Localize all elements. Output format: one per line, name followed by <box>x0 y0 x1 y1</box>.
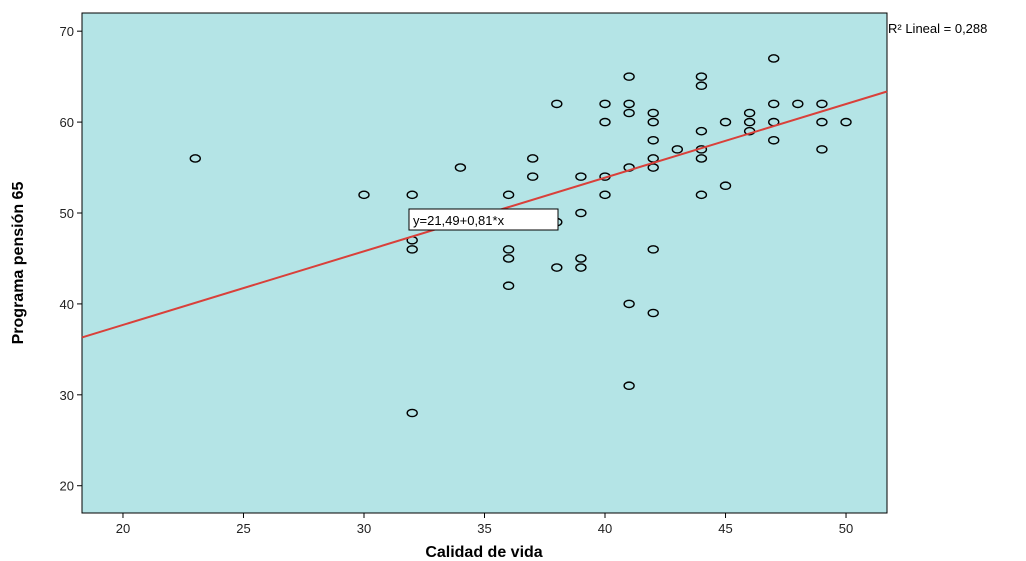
data-point <box>406 190 418 200</box>
data-point <box>502 245 515 254</box>
data-point <box>599 99 611 109</box>
x-tick-label: 25 <box>236 521 250 536</box>
data-point <box>623 99 635 109</box>
data-point <box>695 81 708 91</box>
data-point <box>454 163 467 172</box>
data-point <box>623 381 635 391</box>
data-point <box>816 145 828 154</box>
data-point <box>527 154 539 163</box>
data-point <box>406 245 418 254</box>
data-point <box>840 117 852 127</box>
x-tick-label: 40 <box>598 521 612 536</box>
data-point <box>358 190 370 200</box>
data-point <box>695 126 708 136</box>
data-point <box>768 99 780 109</box>
data-point <box>502 254 515 263</box>
r2-label: R² Lineal = 0,288 <box>888 21 987 36</box>
data-point <box>695 72 708 81</box>
data-point <box>406 408 418 418</box>
data-point <box>623 108 635 118</box>
data-point <box>575 208 587 218</box>
data-point <box>623 299 635 309</box>
data-point <box>623 72 635 81</box>
data-point <box>599 117 611 127</box>
data-point <box>695 190 708 200</box>
data-point <box>792 99 804 109</box>
x-tick-label: 20 <box>116 521 130 536</box>
fit-equation-box: y=21,49+0,81*x <box>408 208 559 231</box>
x-axis-title: Calidad de vida <box>425 544 542 561</box>
data-point <box>575 172 587 181</box>
y-tick-label: 40 <box>60 297 74 312</box>
y-tick-label: 20 <box>60 479 74 494</box>
data-point <box>575 263 587 272</box>
points-layer <box>189 54 852 418</box>
data-point <box>719 181 732 191</box>
data-point <box>768 54 780 63</box>
data-point <box>743 108 756 118</box>
y-tick-label: 70 <box>60 24 74 39</box>
data-point <box>551 263 563 272</box>
data-point <box>189 154 201 163</box>
axes-layer: 20 25 30 35 40 45 50 20 30 40 50 60 70 <box>60 24 854 536</box>
data-point <box>671 145 684 154</box>
data-point <box>816 99 828 109</box>
data-point <box>647 108 659 118</box>
y-tick-label: 50 <box>60 206 74 221</box>
fit-equation-box-frame <box>408 208 559 231</box>
data-point <box>768 135 780 145</box>
data-point <box>502 281 515 291</box>
x-tick-label: 45 <box>718 521 732 536</box>
fit-equation-label: y=21,49+0,81*x <box>413 213 505 228</box>
data-point <box>743 117 756 127</box>
x-tick-label: 35 <box>477 521 491 536</box>
plot-area-background <box>81 12 888 514</box>
data-point <box>647 245 659 254</box>
data-point <box>575 254 587 263</box>
data-point <box>719 117 732 127</box>
y-tick-label: 60 <box>60 115 74 130</box>
data-point <box>599 190 611 200</box>
data-point <box>502 190 515 200</box>
data-point <box>527 172 539 181</box>
x-tick-label: 30 <box>357 521 371 536</box>
data-point <box>647 117 659 127</box>
y-axis-title: Programa pensión 65 <box>10 182 27 345</box>
y-tick-label: 30 <box>60 388 74 403</box>
data-point <box>647 135 659 145</box>
data-point <box>816 117 828 127</box>
x-tick-label: 50 <box>839 521 853 536</box>
data-point <box>695 154 708 163</box>
data-point <box>551 99 563 109</box>
data-point <box>647 308 659 318</box>
